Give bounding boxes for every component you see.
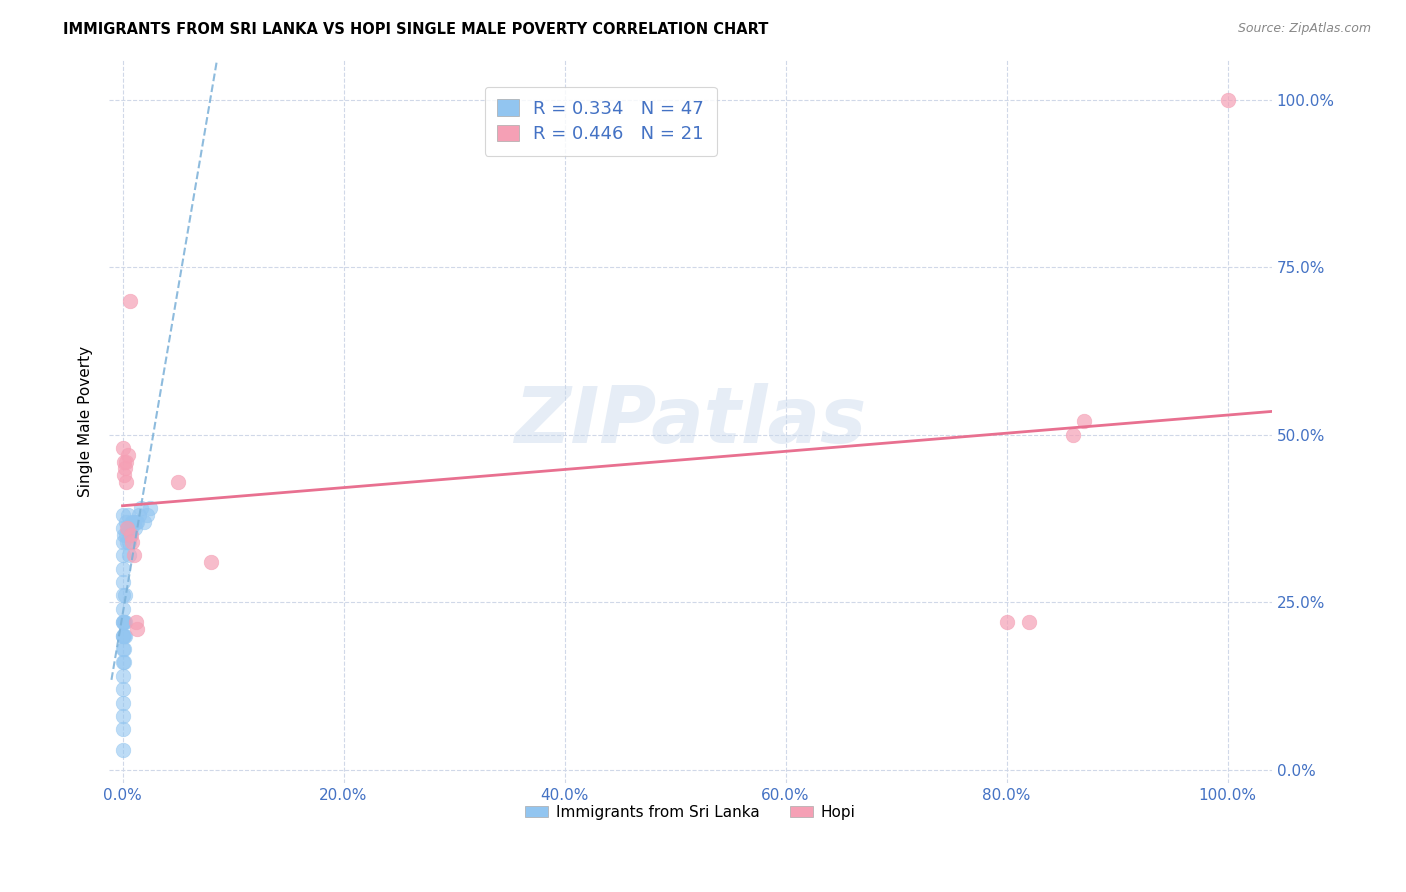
Point — [112, 467, 135, 482]
Y-axis label: Single Male Poverty: Single Male Poverty — [79, 346, 93, 497]
Point — [118, 549, 141, 563]
Point — [111, 723, 134, 737]
Point — [111, 549, 134, 563]
Point — [121, 535, 143, 549]
Point — [125, 515, 148, 529]
Point — [111, 521, 134, 535]
Point — [114, 629, 136, 643]
Point — [1018, 615, 1040, 630]
Point — [117, 521, 139, 535]
Point — [112, 454, 135, 468]
Point — [111, 615, 134, 630]
Point — [111, 629, 134, 643]
Point — [111, 696, 134, 710]
Point — [124, 521, 146, 535]
Point — [166, 475, 188, 489]
Point — [111, 508, 134, 522]
Point — [112, 615, 135, 630]
Point — [120, 528, 142, 542]
Point — [111, 562, 134, 576]
Point — [111, 742, 134, 756]
Point — [122, 549, 145, 563]
Point — [120, 521, 142, 535]
Point — [120, 528, 142, 542]
Point — [114, 615, 136, 630]
Point — [111, 441, 134, 455]
Point — [125, 622, 148, 636]
Point — [111, 656, 134, 670]
Point — [117, 508, 139, 522]
Point — [121, 515, 143, 529]
Point — [111, 682, 134, 697]
Point — [1073, 414, 1095, 428]
Point — [111, 535, 134, 549]
Point — [111, 575, 134, 590]
Point — [125, 515, 148, 529]
Point — [114, 528, 136, 542]
Point — [114, 475, 136, 489]
Point — [111, 589, 134, 603]
Point — [115, 521, 138, 535]
Point — [200, 555, 222, 569]
Point — [112, 642, 135, 657]
Point — [112, 528, 135, 542]
Point — [111, 615, 134, 630]
Point — [129, 501, 152, 516]
Point — [111, 642, 134, 657]
Point — [135, 508, 157, 522]
Point — [114, 461, 136, 475]
Point — [111, 602, 134, 616]
Point — [125, 615, 148, 630]
Text: IMMIGRANTS FROM SRI LANKA VS HOPI SINGLE MALE POVERTY CORRELATION CHART: IMMIGRANTS FROM SRI LANKA VS HOPI SINGLE… — [63, 22, 769, 37]
Point — [139, 501, 162, 516]
Point — [1062, 427, 1084, 442]
Point — [128, 508, 150, 522]
Point — [117, 448, 139, 462]
Point — [132, 515, 155, 529]
Point — [115, 535, 138, 549]
Point — [995, 615, 1018, 630]
Point — [118, 535, 141, 549]
Point — [120, 293, 142, 308]
Legend: Immigrants from Sri Lanka, Hopi: Immigrants from Sri Lanka, Hopi — [519, 799, 862, 826]
Point — [114, 589, 136, 603]
Point — [111, 629, 134, 643]
Text: Source: ZipAtlas.com: Source: ZipAtlas.com — [1237, 22, 1371, 36]
Point — [122, 515, 145, 529]
Point — [112, 629, 135, 643]
Point — [114, 515, 136, 529]
Point — [111, 709, 134, 723]
Point — [114, 454, 136, 468]
Point — [112, 656, 135, 670]
Point — [111, 669, 134, 683]
Text: ZIPatlas: ZIPatlas — [515, 384, 866, 459]
Point — [1216, 93, 1239, 107]
